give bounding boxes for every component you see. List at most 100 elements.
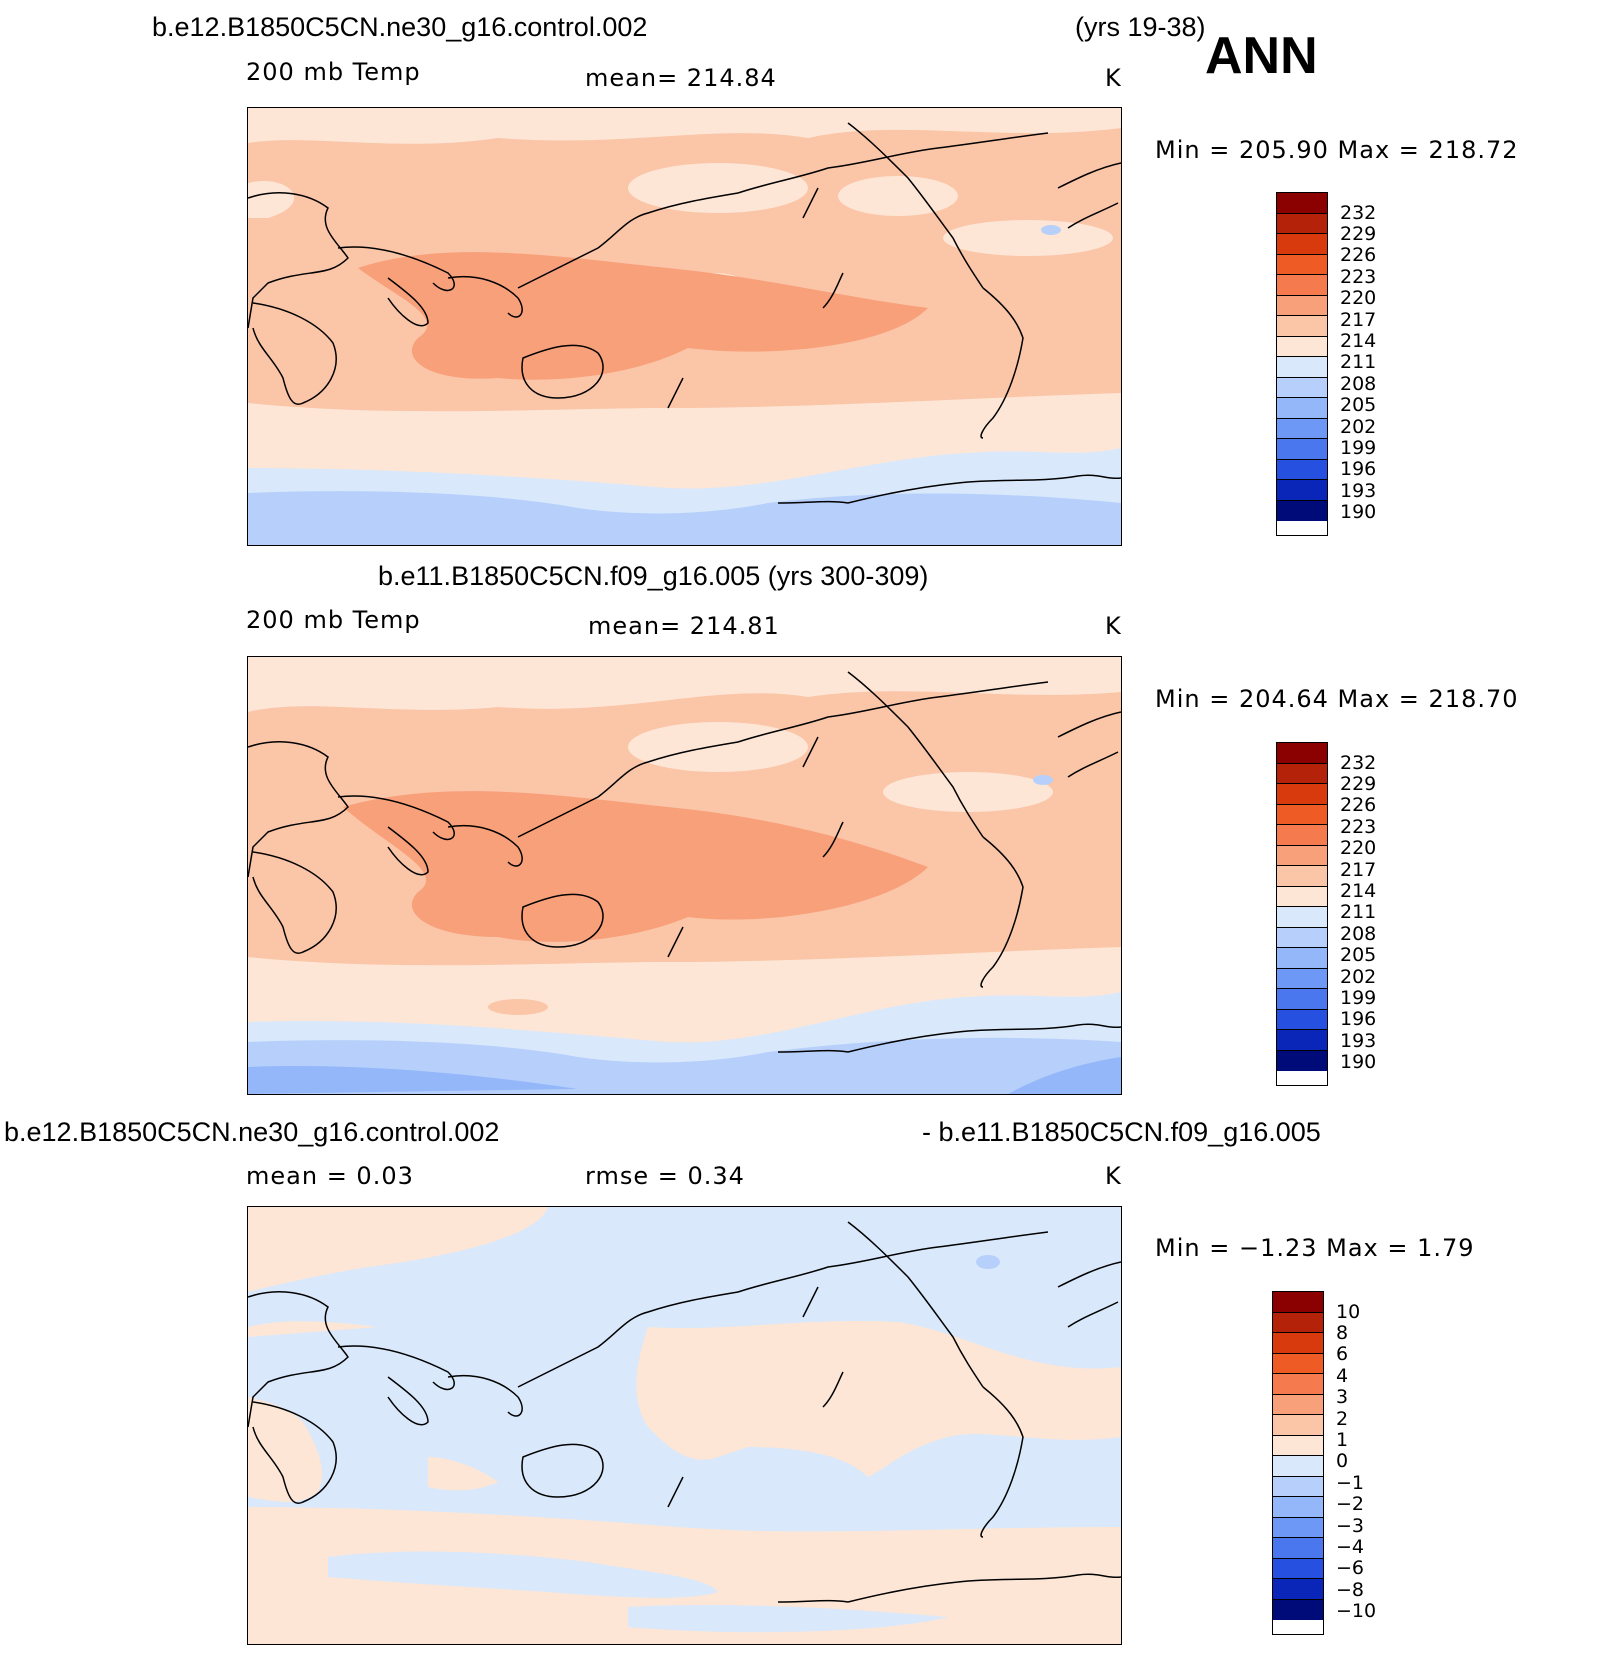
coastlines bbox=[248, 671, 1121, 1053]
colorbar-tick-label: 4 bbox=[1336, 1365, 1349, 1387]
colorbar-tick-label: −6 bbox=[1336, 1557, 1365, 1579]
panel1-colorbar-swatch bbox=[1277, 234, 1327, 255]
coastlines bbox=[248, 122, 1121, 504]
field-pos-pac bbox=[636, 1320, 1121, 1477]
colorbar-tick-label: 199 bbox=[1340, 437, 1377, 459]
colorbar-tick-label: 196 bbox=[1340, 458, 1377, 480]
field-pos-io bbox=[428, 1457, 498, 1491]
panel2-variable: 200 mb Temp bbox=[246, 606, 421, 634]
panel1-colorbar-swatch bbox=[1277, 316, 1327, 337]
panel2-colorbar-swatch bbox=[1277, 1009, 1327, 1030]
colorbar-tick-label: 0 bbox=[1336, 1450, 1349, 1472]
panel3-colorbar-swatch bbox=[1273, 1579, 1323, 1600]
panel3-colorbar-swatch bbox=[1273, 1394, 1323, 1415]
colorbar-tick-label: −3 bbox=[1336, 1515, 1365, 1537]
panel2-colorbar-swatch bbox=[1277, 804, 1327, 825]
panel3-rmse: rmse = 0.34 bbox=[585, 1162, 745, 1190]
panel1-colorbar-swatch bbox=[1277, 377, 1327, 398]
colorbar-tick-label: 229 bbox=[1340, 223, 1377, 245]
colorbar-tick-label: 205 bbox=[1340, 944, 1377, 966]
panel3-case-title: b.e12.B1850C5CN.ne30_g16.control.002 bbox=[4, 1117, 500, 1147]
colorbar-tick-label: −10 bbox=[1336, 1600, 1377, 1622]
panel3-colorbar bbox=[1272, 1291, 1324, 1635]
colorbar-tick-label: 211 bbox=[1340, 901, 1377, 923]
panel3-colorbar-swatch bbox=[1273, 1476, 1323, 1497]
field-neg-ant bbox=[628, 1605, 948, 1633]
field-211-npac bbox=[838, 176, 958, 216]
colorbar-tick-label: 220 bbox=[1340, 837, 1377, 859]
colorbar-tick-label: 220 bbox=[1340, 287, 1377, 309]
panel1-colorbar-swatch bbox=[1277, 357, 1327, 378]
panel3-map bbox=[247, 1206, 1122, 1645]
coastlines bbox=[248, 1221, 1121, 1603]
panel1-case-title: b.e12.B1850C5CN.ne30_g16.control.002 bbox=[152, 12, 648, 42]
panel1-colorbar-swatch bbox=[1277, 480, 1327, 501]
panel2-case-title: b.e11.B1850C5CN.f09_g16.005 (yrs 300-309… bbox=[378, 561, 929, 591]
colorbar-tick-label: 223 bbox=[1340, 266, 1377, 288]
season-label: ANN bbox=[1205, 27, 1318, 85]
colorbar-tick-label: 229 bbox=[1340, 773, 1377, 795]
colorbar-tick-label: −4 bbox=[1336, 1536, 1365, 1558]
colorbar-tick-label: 10 bbox=[1336, 1301, 1361, 1323]
panel3-colorbar-swatch bbox=[1273, 1374, 1323, 1395]
field-pos-w bbox=[248, 1321, 378, 1337]
panel1-units: K bbox=[1105, 64, 1122, 92]
panel3-colorbar-swatch bbox=[1273, 1333, 1323, 1354]
colorbar-tick-label: 190 bbox=[1340, 1051, 1377, 1073]
panel3-mean: mean = 0.03 bbox=[246, 1162, 414, 1190]
panel2-colorbar-swatch bbox=[1277, 968, 1327, 989]
field-211-north bbox=[248, 657, 1121, 712]
colorbar-tick-label: 2 bbox=[1336, 1408, 1349, 1430]
panel2-colorbar-swatch bbox=[1277, 886, 1327, 907]
panel1-colorbar-swatch bbox=[1277, 193, 1327, 214]
colorbar-tick-label: 193 bbox=[1340, 480, 1377, 502]
colorbar-tick-label: 202 bbox=[1340, 416, 1377, 438]
field-211-natl bbox=[943, 220, 1113, 256]
field-205-south bbox=[248, 491, 1121, 545]
colorbar-tick-label: 202 bbox=[1340, 966, 1377, 988]
panel2-colorbar-swatch bbox=[1277, 845, 1327, 866]
colorbar-tick-label: 205 bbox=[1340, 394, 1377, 416]
colorbar-tick-label: 208 bbox=[1340, 373, 1377, 395]
panel2-colorbar-swatch bbox=[1277, 1050, 1327, 1071]
colorbar-tick-label: 232 bbox=[1340, 202, 1377, 224]
colorbar-tick-label: 3 bbox=[1336, 1386, 1349, 1408]
panel3-colorbar-swatch bbox=[1273, 1538, 1323, 1559]
panel3-colorbar-swatch bbox=[1273, 1292, 1323, 1313]
field-pos-nw bbox=[248, 1207, 548, 1292]
colorbar-tick-label: −8 bbox=[1336, 1579, 1365, 1601]
colorbar-tick-label: 1 bbox=[1336, 1429, 1349, 1451]
panel1-minmax: Min = 205.90 Max = 218.72 bbox=[1155, 136, 1519, 164]
colorbar-tick-label: 214 bbox=[1340, 330, 1377, 352]
colorbar-tick-label: 6 bbox=[1336, 1343, 1349, 1365]
panel2-units: K bbox=[1105, 612, 1122, 640]
colorbar-tick-label: 232 bbox=[1340, 752, 1377, 774]
panel1-colorbar-swatch bbox=[1277, 398, 1327, 419]
panel2-colorbar-swatch bbox=[1277, 927, 1327, 948]
panel3-minmax: Min = −1.23 Max = 1.79 bbox=[1155, 1234, 1475, 1262]
field-220-trop bbox=[358, 252, 928, 380]
field-205-spot bbox=[1041, 225, 1061, 235]
panel1-colorbar-swatch bbox=[1277, 500, 1327, 521]
panel3-colorbar-swatch bbox=[1273, 1558, 1323, 1579]
panel3-colorbar-swatch bbox=[1273, 1456, 1323, 1477]
field-neg2-spot bbox=[976, 1255, 1000, 1269]
colorbar-tick-label: 226 bbox=[1340, 794, 1377, 816]
field-pos-south bbox=[248, 1507, 1121, 1644]
panel1-colorbar-swatch bbox=[1277, 295, 1327, 316]
panel2-colorbar-swatch bbox=[1277, 866, 1327, 887]
panel2-colorbar-swatch bbox=[1277, 989, 1327, 1010]
panel2-mean: mean= 214.81 bbox=[588, 612, 780, 640]
panel1-map-field bbox=[248, 108, 1121, 545]
panel3-colorbar-swatch bbox=[1273, 1435, 1323, 1456]
panel1-colorbar-swatch bbox=[1277, 213, 1327, 234]
panel3-colorbar-swatch bbox=[1273, 1599, 1323, 1620]
panel2-colorbar-swatch bbox=[1277, 1030, 1327, 1051]
panel2-colorbar bbox=[1276, 742, 1328, 1086]
panel2-colorbar-swatch bbox=[1277, 948, 1327, 969]
field-pos-afr bbox=[248, 1397, 323, 1502]
field-220-trop bbox=[343, 791, 928, 942]
panel2-colorbar-swatch bbox=[1277, 907, 1327, 928]
colorbar-tick-label: 208 bbox=[1340, 923, 1377, 945]
panel2-map-field bbox=[248, 657, 1121, 1094]
